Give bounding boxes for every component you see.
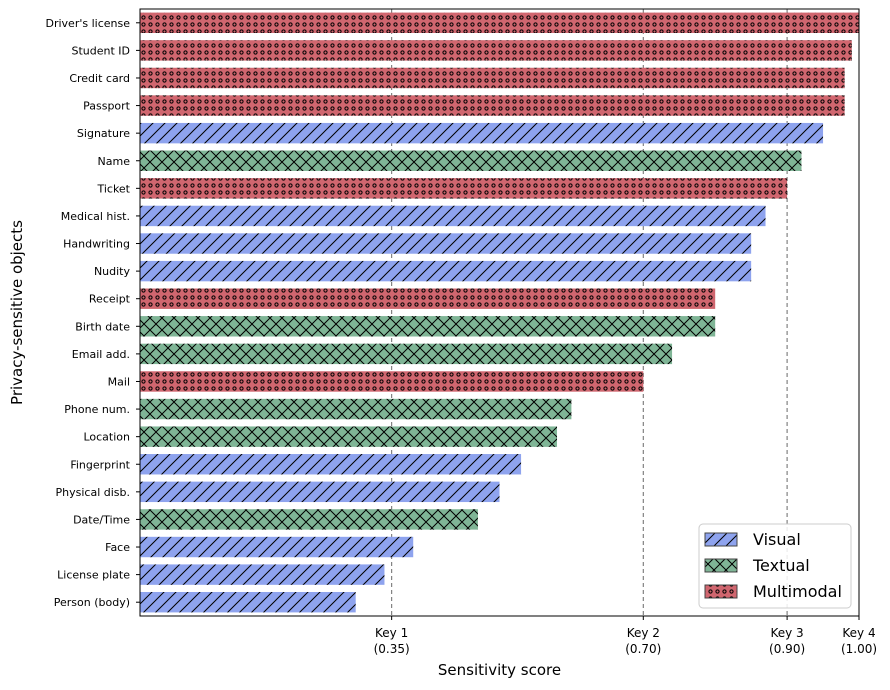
bar-license-plate xyxy=(140,564,385,585)
y-tick-label-student-id: Student ID xyxy=(71,44,130,57)
x-tick-label-key-2: Key 2 xyxy=(627,626,660,640)
bar-credit-card xyxy=(140,67,845,89)
x-tick-labels: Key 1 (0.35) Key 2 (0.70) Key 3 (0.90) Key 4 (1… xyxy=(374,616,877,656)
bar-phone-num xyxy=(140,398,572,420)
bar-driver-s-license xyxy=(140,12,859,34)
plot-frame xyxy=(139,8,860,617)
y-tick-label-signature: Signature xyxy=(77,127,130,140)
y-tick-label-license-plate: License plate xyxy=(57,569,130,582)
x-tick-value-key-1: (0.35) xyxy=(374,642,410,656)
bar-ticket xyxy=(140,178,788,199)
y-tick-label-fingerprint: Fingerprint xyxy=(70,458,130,471)
bar-nudity xyxy=(140,260,752,282)
y-tick-label-person-body: Person (body) xyxy=(54,596,130,609)
bar-signature xyxy=(140,122,824,144)
bar-passport xyxy=(140,95,845,116)
y-tick-label-date-time: Date/Time xyxy=(73,513,130,526)
bar-date-time xyxy=(140,509,478,530)
y-tick-label-physical-disb: Physical disb. xyxy=(56,486,131,499)
bar-birth-date xyxy=(140,316,716,337)
bar-receipt xyxy=(140,288,716,309)
y-tick-label-medical-hist: Medical hist. xyxy=(61,210,130,223)
y-tick-labels: Driver's license Student ID Credit card Pas… xyxy=(46,17,140,609)
y-tick-label-face: Face xyxy=(105,541,130,554)
bar-name xyxy=(140,150,802,171)
bar-student-id xyxy=(140,40,852,61)
y-tick-label-handwriting: Handwriting xyxy=(63,238,130,251)
y-axis-title: Privacy-sensitive objects xyxy=(8,220,26,405)
y-tick-label-driver-s-license: Driver's license xyxy=(46,17,131,30)
x-tick-label-key-4: Key 4 xyxy=(842,626,875,640)
bar-physical-disb xyxy=(140,481,500,503)
x-tick-label-key-1: Key 1 xyxy=(375,626,408,640)
legend: Visual Textual Multimodal xyxy=(698,523,852,609)
y-tick-label-nudity: Nudity xyxy=(94,265,131,278)
legend-label-multimodal: Multimodal xyxy=(753,582,842,601)
bar-mail xyxy=(140,371,644,392)
x-tick-label-key-3: Key 3 xyxy=(770,626,803,640)
y-tick-label-passport: Passport xyxy=(83,100,131,113)
legend-label-visual: Visual xyxy=(753,530,801,549)
bar-person-body xyxy=(140,591,356,613)
bar-fingerprint xyxy=(140,454,522,475)
y-tick-label-name: Name xyxy=(98,155,131,168)
y-tick-label-credit-card: Credit card xyxy=(69,72,130,85)
bar-medical-hist xyxy=(140,205,766,227)
y-tick-label-email-add: Email add. xyxy=(72,348,130,361)
y-tick-label-birth-date: Birth date xyxy=(75,320,130,333)
y-tick-label-receipt: Receipt xyxy=(89,293,131,306)
x-tick-value-key-3: (0.90) xyxy=(769,642,805,656)
y-tick-label-location: Location xyxy=(83,431,130,444)
legend-swatch-visual xyxy=(704,532,738,547)
bar-email-add xyxy=(140,343,673,365)
bars xyxy=(140,12,859,613)
x-tick-value-key-4: (1.00) xyxy=(841,642,877,656)
x-axis-title: Sensitivity score xyxy=(438,661,561,679)
bar-face xyxy=(140,536,414,558)
bar-location xyxy=(140,426,558,447)
legend-swatch-textual xyxy=(704,558,738,573)
axes-frame xyxy=(139,8,860,617)
y-tick-label-mail: Mail xyxy=(108,375,130,388)
legend-swatch-multimodal xyxy=(704,584,738,599)
y-tick-label-phone-num: Phone num. xyxy=(64,403,130,416)
y-tick-label-ticket: Ticket xyxy=(96,182,130,195)
legend-label-textual: Textual xyxy=(752,556,810,575)
x-tick-value-key-2: (0.70) xyxy=(625,642,661,656)
bar-handwriting xyxy=(140,233,752,254)
